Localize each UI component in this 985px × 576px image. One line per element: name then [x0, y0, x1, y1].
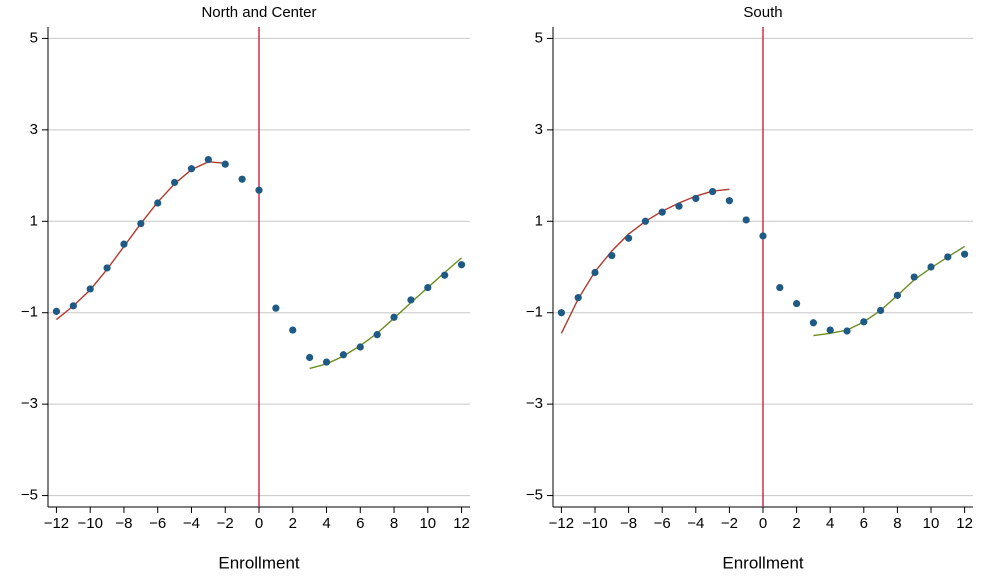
x-tick-label: 12 [956, 515, 973, 532]
data-point [557, 309, 566, 317]
x-tick-label: −10 [77, 515, 102, 532]
y-tick-label: −1 [526, 304, 543, 321]
y-tick-label: 5 [30, 29, 38, 46]
x-tick-label: −12 [44, 515, 69, 532]
x-tick-label: −6 [149, 515, 166, 532]
data-point [390, 313, 398, 321]
y-tick-label: −1 [21, 304, 38, 321]
x-tick-label: −4 [687, 515, 704, 532]
x-tick-label: 6 [860, 515, 868, 532]
data-point [272, 304, 280, 312]
data-point [356, 343, 364, 351]
y-tick-label: 1 [535, 212, 543, 229]
data-point [725, 197, 734, 205]
data-point [154, 199, 162, 207]
data-point [742, 216, 750, 224]
data-point [658, 208, 666, 216]
data-point [709, 187, 717, 196]
data-point [927, 263, 935, 271]
x-tick-label: −6 [654, 515, 671, 532]
y-tick-label: −3 [21, 395, 38, 412]
x-tick-label: 12 [453, 515, 470, 532]
data-point [52, 307, 61, 315]
y-tick-label: −5 [21, 487, 38, 504]
data-point [187, 165, 196, 173]
data-point [373, 331, 381, 339]
data-point [120, 240, 128, 248]
x-tick-label: 8 [390, 515, 398, 532]
data-point [457, 261, 466, 269]
data-point [675, 202, 683, 210]
data-point [103, 264, 111, 272]
fit-line [309, 257, 463, 370]
y-tick-label: 1 [30, 212, 38, 229]
data-point [339, 351, 347, 359]
x-tick-label: 6 [356, 515, 364, 532]
data-point [793, 299, 801, 308]
x-tick-label: −4 [183, 515, 200, 532]
y-tick-label: 3 [535, 121, 543, 138]
data-point [826, 326, 834, 334]
data-point [306, 353, 314, 362]
fit-line [560, 188, 730, 334]
y-tick-label: 5 [535, 29, 543, 46]
chart-title: South [743, 4, 782, 21]
data-point [137, 219, 145, 228]
data-point [441, 271, 449, 279]
y-tick-label: 3 [30, 121, 38, 138]
data-point [424, 283, 432, 292]
fit-line [55, 161, 226, 321]
x-tick-label: 10 [419, 515, 436, 532]
x-tick-label: 4 [826, 515, 834, 532]
x-tick-label: −8 [620, 515, 637, 532]
data-point [591, 268, 599, 277]
data-point [961, 250, 969, 258]
data-point [407, 296, 415, 304]
data-point [625, 234, 633, 242]
data-point [759, 232, 767, 240]
data-point [574, 294, 582, 302]
data-point [843, 327, 851, 335]
data-point [69, 302, 77, 310]
data-point [944, 253, 952, 261]
data-point [255, 186, 263, 194]
data-point [910, 273, 918, 281]
x-tick-label: −8 [115, 515, 132, 532]
data-point [860, 318, 868, 326]
data-point [776, 283, 784, 292]
data-point [692, 194, 700, 203]
data-point [641, 217, 650, 225]
y-tick-label: −5 [526, 487, 543, 504]
x-tick-label: 4 [322, 515, 330, 532]
x-tick-label: −10 [582, 515, 607, 532]
data-point [221, 160, 229, 168]
data-point [893, 291, 902, 299]
x-axis-label: Enrollment [722, 553, 804, 572]
x-tick-label: −12 [549, 515, 574, 532]
data-point [877, 306, 885, 315]
x-tick-label: 0 [255, 515, 263, 532]
x-tick-label: 8 [893, 515, 901, 532]
chart-title: North and Center [201, 4, 316, 21]
data-point [86, 285, 94, 293]
fit-line [813, 245, 965, 337]
data-point [809, 319, 818, 327]
x-tick-label: −2 [217, 515, 234, 532]
x-tick-label: 10 [923, 515, 940, 532]
data-point [289, 326, 297, 334]
y-tick-label: −3 [526, 395, 543, 412]
data-point [204, 155, 212, 164]
data-point [171, 178, 179, 187]
data-point [238, 175, 246, 183]
x-tick-label: 2 [792, 515, 800, 532]
data-point [322, 358, 331, 366]
x-tick-label: 2 [289, 515, 297, 532]
x-axis-label: Enrollment [218, 553, 300, 572]
data-point [608, 251, 616, 260]
x-tick-label: 0 [759, 515, 767, 532]
x-tick-label: −2 [721, 515, 738, 532]
